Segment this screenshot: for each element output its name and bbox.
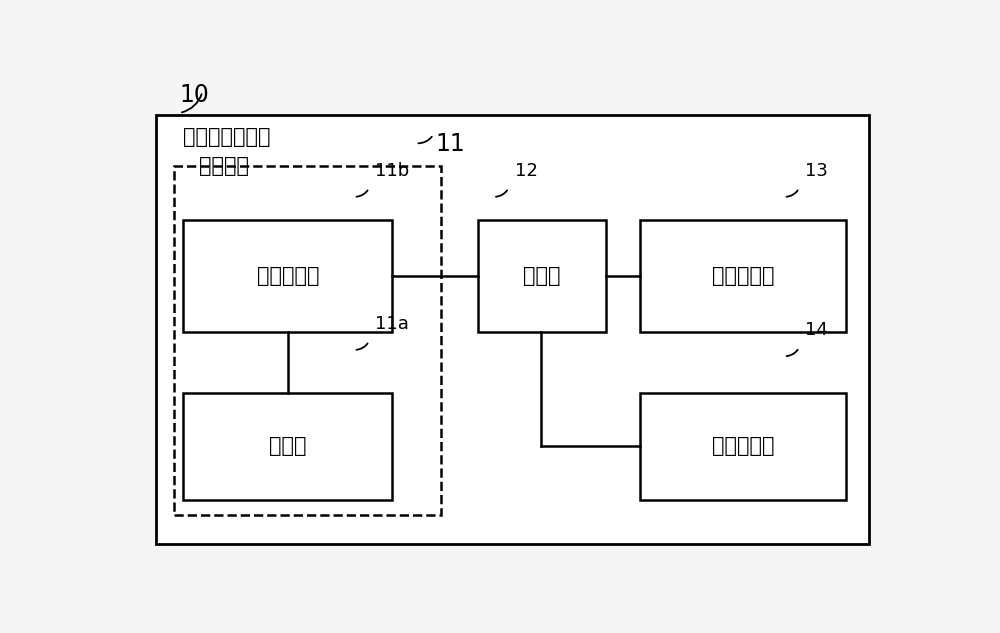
Text: 新鲜度保持装置: 新鲜度保持装置	[183, 127, 271, 147]
Bar	[183, 392, 392, 500]
Text: 电力插头: 电力插头	[199, 156, 249, 177]
Text: 14: 14	[805, 321, 828, 339]
Text: 端子部: 端子部	[269, 436, 306, 456]
Bar	[478, 220, 606, 332]
Text: 11b: 11b	[375, 162, 410, 180]
Text: 第二照射部: 第二照射部	[712, 436, 774, 456]
Text: 控制器: 控制器	[523, 266, 560, 285]
Bar	[174, 166, 441, 515]
Text: 10: 10	[179, 84, 209, 107]
Bar	[183, 220, 392, 332]
Bar	[640, 220, 846, 332]
Text: 11a: 11a	[375, 315, 409, 333]
Bar	[156, 115, 869, 544]
Text: 13: 13	[805, 162, 828, 180]
Bar	[640, 392, 846, 500]
Text: 电力变换部: 电力变换部	[256, 266, 319, 285]
Text: 12: 12	[515, 162, 538, 180]
Text: 11: 11	[435, 132, 465, 156]
Text: 第一照射部: 第一照射部	[712, 266, 774, 285]
